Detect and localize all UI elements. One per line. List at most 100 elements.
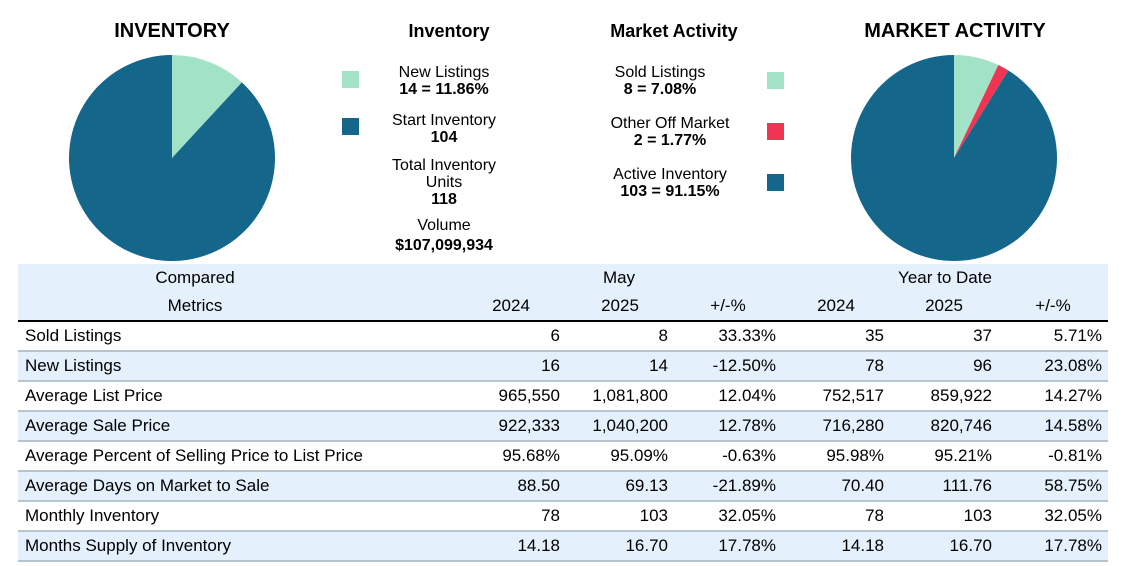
table-cell: 8	[566, 320, 674, 352]
table-header-row-1: Compared May Year to Date	[18, 264, 1108, 292]
table-cell: 965,550	[456, 381, 566, 412]
table-header-row-2: Metrics 2024 2025 +/-% 2024 2025 +/-%	[18, 292, 1108, 321]
legend-start-inventory: Start Inventory 104	[374, 112, 514, 146]
legend-new-listings-label: New Listings	[398, 64, 490, 81]
table-cell: 12.04%	[674, 381, 782, 412]
start-inventory-swatch	[342, 118, 359, 135]
header-month-2024: 2024	[492, 296, 530, 315]
legend-active-value: 103 = 91.15%	[620, 183, 720, 200]
header-ytd-2024: 2024	[817, 296, 855, 315]
pie-slice-other-off-market	[954, 65, 1009, 158]
legend-volume-value: $107,099,934	[395, 237, 493, 254]
table-cell: 95.09%	[566, 441, 674, 472]
table-row: Sold Listings 6 8 33.33% 35 37 5.71%	[18, 320, 1108, 352]
table-cell: 96	[890, 351, 998, 382]
table-cell: 16	[456, 351, 566, 382]
inventory-legend-title: Inventory	[408, 21, 490, 41]
inventory-pie-chart	[69, 55, 276, 262]
pie-slice-start-inventory	[69, 55, 276, 262]
metric-name: Months Supply of Inventory	[18, 531, 456, 562]
table-cell: 88.50	[456, 471, 566, 502]
table-row: Average List Price 965,550 1,081,800 12.…	[18, 381, 1108, 412]
inventory-pie-title: INVENTORY	[114, 20, 230, 42]
table-cell: 716,280	[782, 411, 890, 442]
new-listings-swatch	[342, 71, 359, 88]
table-cell: 859,922	[890, 381, 998, 412]
metric-name: Monthly Inventory	[18, 501, 456, 532]
header-group-month: May	[602, 268, 636, 287]
legend-start-inventory-label: Start Inventory	[391, 112, 497, 129]
table-cell: 111.76	[890, 471, 998, 502]
table-cell: 16.70	[890, 531, 998, 562]
active-inventory-swatch	[767, 174, 784, 191]
table-cell: 922,333	[456, 411, 566, 442]
table-cell: 69.13	[566, 471, 674, 502]
table-cell: 5.71%	[998, 320, 1108, 352]
table-cell: 78	[456, 501, 566, 532]
table-row: Monthly Inventory 78 103 32.05% 78 103 3…	[18, 501, 1108, 532]
legend-start-inventory-value: 104	[430, 129, 458, 146]
pie-slice-sold-listings	[954, 55, 999, 158]
table-cell: 78	[782, 351, 890, 382]
legend-new-listings: New Listings 14 = 11.86%	[374, 64, 514, 98]
table-cell: 820,746	[890, 411, 998, 442]
legend-off-market-value: 2 = 1.77%	[633, 132, 707, 149]
header-ytd-2025: 2025	[925, 296, 963, 315]
table-row: Average Percent of Selling Price to List…	[18, 441, 1108, 472]
table-cell: 752,517	[782, 381, 890, 412]
table-cell: 14.18	[782, 531, 890, 562]
table-row: Average Days on Market to Sale 88.50 69.…	[18, 471, 1108, 502]
market-legend-title: Market Activity	[610, 21, 738, 41]
table-row: Average Sale Price 922,333 1,040,200 12.…	[18, 411, 1108, 442]
table-cell: 14	[566, 351, 674, 382]
table-cell: 23.08%	[998, 351, 1108, 382]
table-cell: 32.05%	[998, 501, 1108, 532]
table-cell: 6	[456, 320, 566, 352]
legend-off-market: Other Off Market 2 = 1.77%	[594, 115, 746, 149]
table-cell: 95.68%	[456, 441, 566, 472]
table-cell: 95.21%	[890, 441, 998, 472]
legend-sold-listings: Sold Listings 8 = 7.08%	[594, 64, 726, 98]
legend-total-label-line2: Units	[425, 174, 463, 191]
metric-name: Average Percent of Selling Price to List…	[18, 441, 456, 472]
legend-active-label: Active Inventory	[613, 166, 727, 183]
table-row: New Listings 16 14 -12.50% 78 96 23.08%	[18, 351, 1108, 382]
table-cell: -21.89%	[674, 471, 782, 502]
table-cell: 32.05%	[674, 501, 782, 532]
table-cell: -0.63%	[674, 441, 782, 472]
market-pie-title: MARKET ACTIVITY	[864, 20, 1046, 42]
header-month-2025: 2025	[601, 296, 639, 315]
legend-off-market-label: Other Off Market	[610, 115, 730, 132]
legend-total-value: 118	[431, 191, 457, 208]
legend-volume-label: Volume	[417, 217, 471, 234]
table-cell: 37	[890, 320, 998, 352]
table-row: Months Supply of Inventory 14.18 16.70 1…	[18, 531, 1108, 562]
table-cell: 17.78%	[998, 531, 1108, 562]
table-cell: -12.50%	[674, 351, 782, 382]
metrics-table: Compared May Year to Date Metrics 2024 2…	[18, 264, 1108, 562]
table-cell: 12.78%	[674, 411, 782, 442]
pie-slice-active-inventory	[851, 55, 1057, 261]
legend-new-listings-value: 14 = 11.86%	[399, 81, 489, 98]
table-cell: 1,081,800	[566, 381, 674, 412]
table-cell: 16.70	[566, 531, 674, 562]
header-compared: Compared	[155, 268, 235, 287]
table-cell: 14.27%	[998, 381, 1108, 412]
metric-name: Average List Price	[18, 381, 456, 412]
table-cell: 103	[890, 501, 998, 532]
metric-name: Sold Listings	[18, 320, 456, 352]
table-cell: 58.75%	[998, 471, 1108, 502]
metric-name: Average Days on Market to Sale	[18, 471, 456, 502]
pie-slice-new-listings	[172, 55, 242, 158]
table-cell: 103	[566, 501, 674, 532]
sold-listings-swatch	[767, 72, 784, 89]
legend-total-inventory: Total Inventory Units 118	[374, 157, 514, 208]
legend-active-inventory: Active Inventory 103 = 91.15%	[594, 166, 746, 200]
header-metrics: Metrics	[167, 296, 223, 315]
metric-name: New Listings	[18, 351, 456, 382]
header-ytd-change: +/-%	[1035, 296, 1071, 315]
legend-total-label-line1: Total Inventory	[391, 157, 497, 174]
table-cell: 33.33%	[674, 320, 782, 352]
header-month-change: +/-%	[710, 296, 746, 315]
legend-sold-label: Sold Listings	[614, 64, 706, 81]
